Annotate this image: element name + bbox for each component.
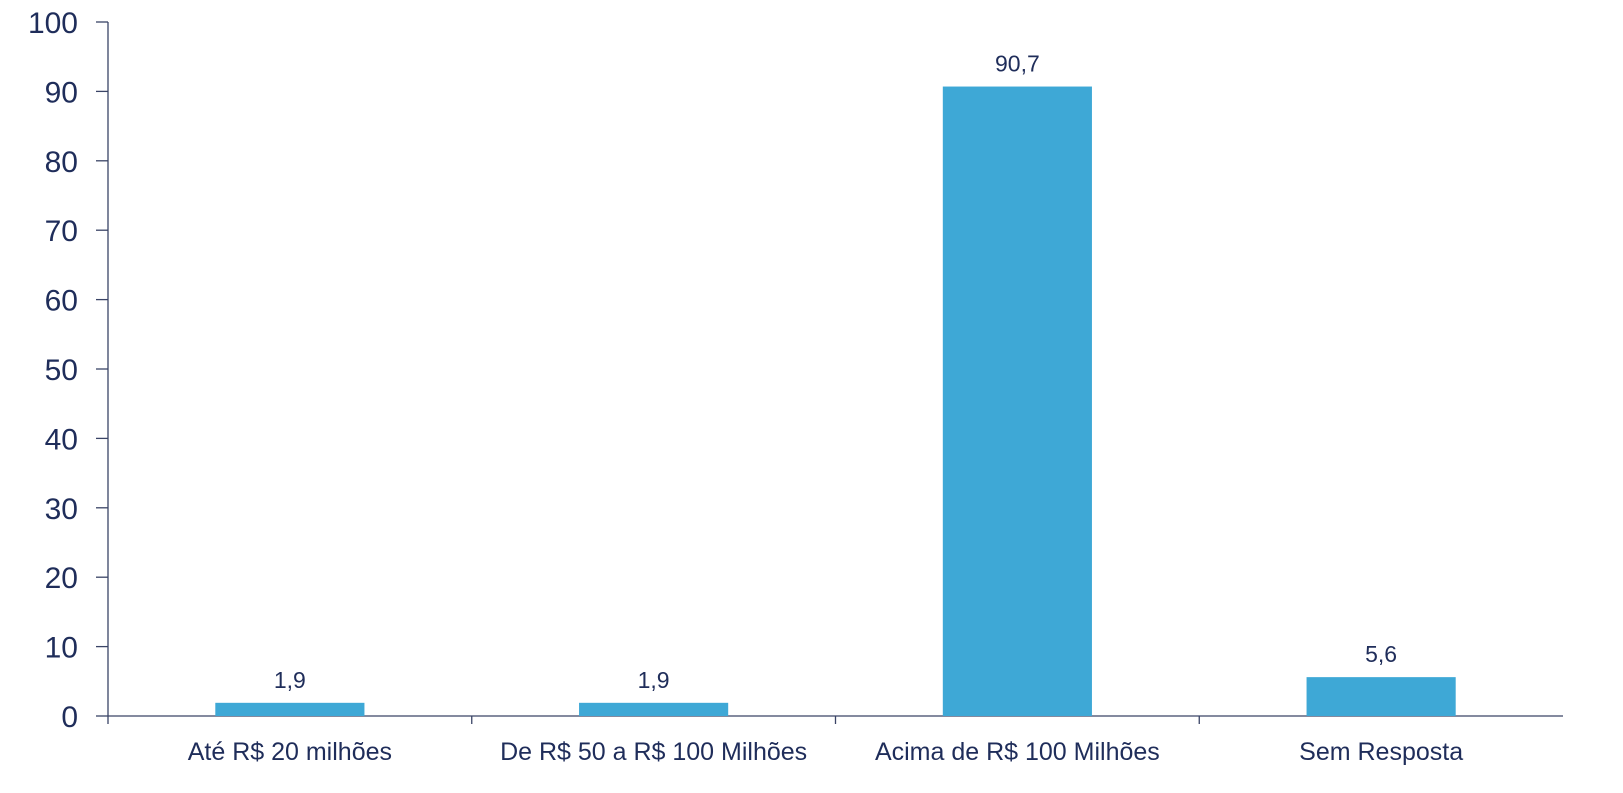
x-axis: Até R$ 20 milhões De R$ 50 a R$ 100 Milhõ…	[108, 715, 1563, 766]
bars	[215, 86, 1456, 717]
y-tick-label: 10	[45, 632, 78, 665]
bar-value-label: 5,6	[1365, 641, 1397, 667]
bar-value-label: 1,9	[638, 667, 670, 693]
y-tick-label: 40	[45, 423, 78, 456]
bar-value-label: 90,7	[995, 51, 1040, 77]
bar	[215, 702, 365, 716]
y-tick-label: 50	[45, 354, 78, 387]
data-labels: 1,9 1,9 90,7 5,6	[274, 51, 1397, 693]
y-tick-label: 80	[45, 146, 78, 179]
bar-value-label: 1,9	[274, 667, 306, 693]
y-tick-label: 70	[45, 215, 78, 248]
bar	[579, 702, 729, 716]
y-tick-label: 60	[45, 285, 78, 318]
y-tick-label: 30	[45, 493, 78, 526]
y-tick-label: 90	[45, 76, 78, 109]
x-category-label: Acima de R$ 100 Milhões	[875, 738, 1160, 766]
y-axis: 0 10 20 30 40 50 60 70 80 90 100	[28, 7, 109, 734]
bar	[942, 86, 1092, 717]
bar	[1306, 677, 1456, 716]
y-tick-label: 20	[45, 562, 78, 595]
x-category-label: Até R$ 20 milhões	[188, 738, 392, 766]
x-category-label: De R$ 50 a R$ 100 Milhões	[500, 738, 807, 766]
y-tick-label: 0	[61, 701, 78, 734]
x-category-label: Sem Resposta	[1299, 738, 1463, 766]
y-tick-label: 100	[28, 7, 78, 40]
